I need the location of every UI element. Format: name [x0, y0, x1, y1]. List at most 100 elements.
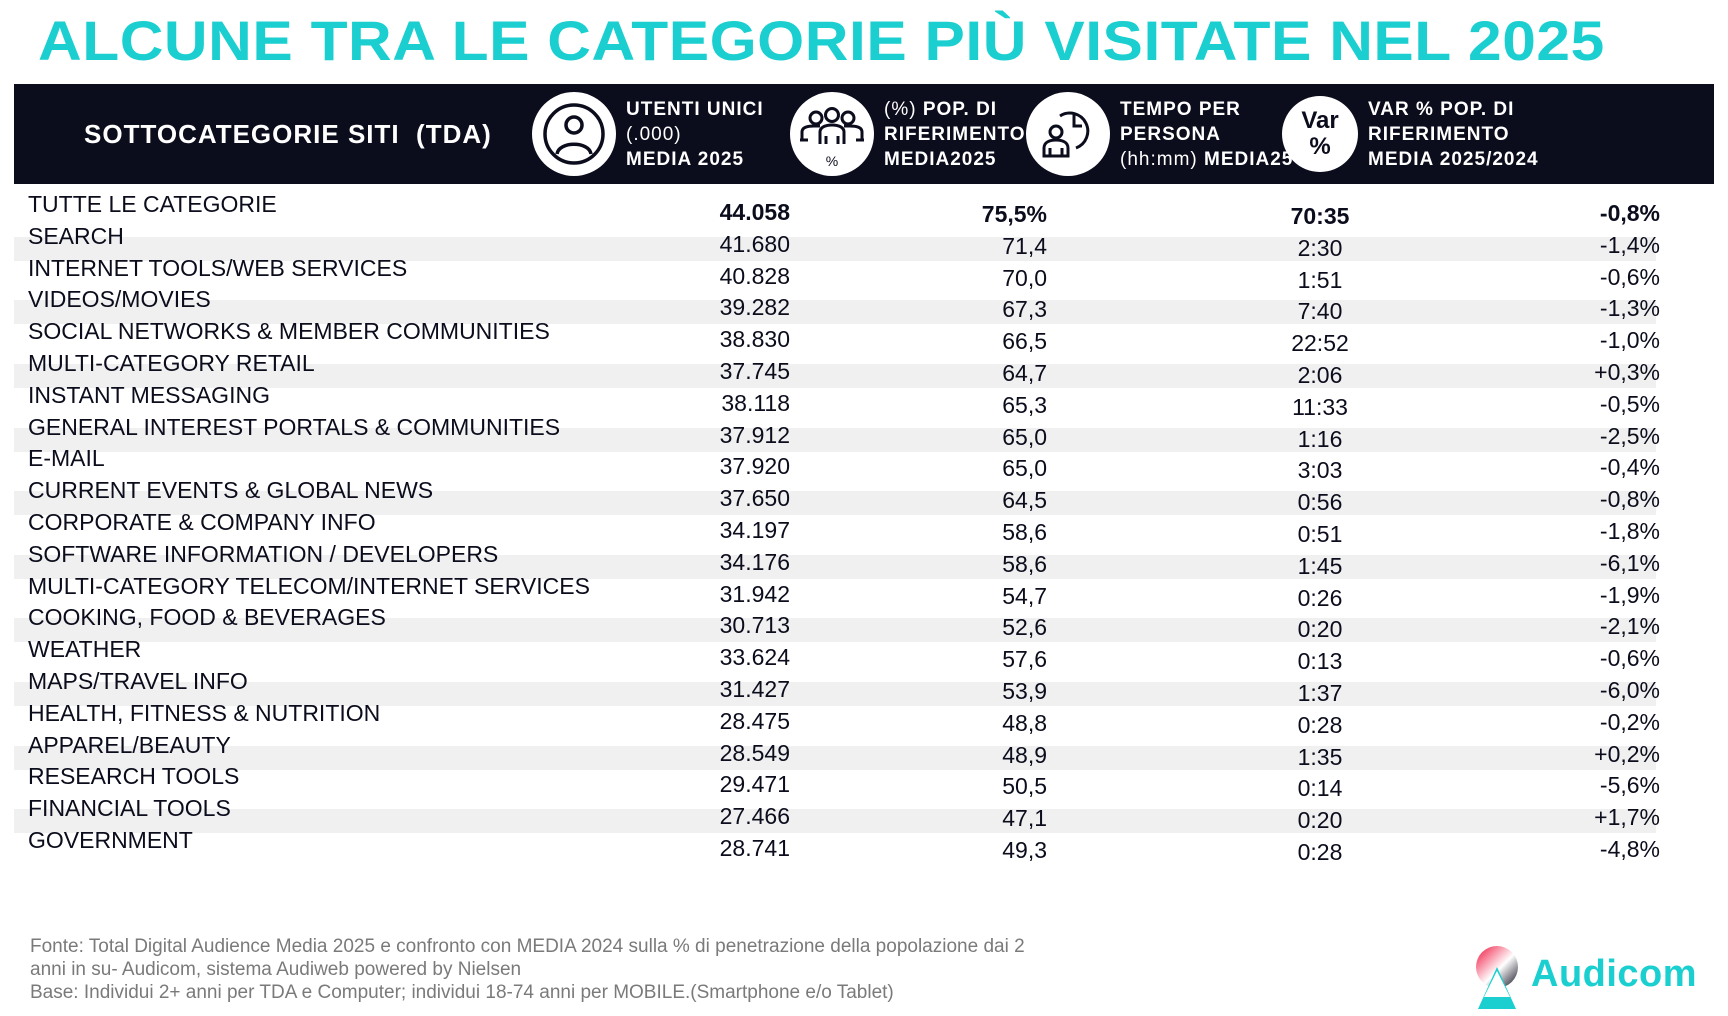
- unique-users-value: 37.912: [719, 421, 790, 448]
- table-row: SOFTWARE INFORMATION / DEVELOPERS 34.176 5…: [0, 540, 1728, 579]
- category-label: FINANCIAL TOOLS: [28, 795, 231, 822]
- unique-users-value: 37.745: [719, 358, 790, 384]
- var-pct-value: +1,7%: [1594, 804, 1660, 831]
- category-label: INTERNET TOOLS/WEB SERVICES: [28, 254, 408, 281]
- audicom-logo-text: Audicom: [1531, 953, 1698, 995]
- population-pct-value: 66,5: [1002, 328, 1047, 355]
- var-pct-value: -6,1%: [1599, 549, 1660, 576]
- time-per-person-value: 2:30: [1297, 234, 1343, 261]
- var-pct-value: -0,4%: [1599, 454, 1660, 481]
- category-label: APPAREL/BEAUTY: [28, 731, 231, 758]
- header-var-pct: Var % VAR % POP. DI RIFERIMENTO MEDIA 20…: [1282, 84, 1539, 184]
- time-per-person-value: 11:33: [1292, 393, 1348, 420]
- category-label: RESEARCH TOOLS: [28, 763, 240, 790]
- category-label: SOFTWARE INFORMATION / DEVELOPERS: [28, 540, 499, 567]
- category-label: INSTANT MESSAGING: [28, 381, 270, 408]
- table-row: GOVERNMENT 28.741 49,3 0:28 -4,8%: [0, 826, 1728, 865]
- header-time-per-person-label: TEMPO PER PERSONA (hh:mm) MEDIA25: [1120, 98, 1294, 170]
- row-stripe: [14, 236, 1656, 261]
- time-per-person-value: 1:16: [1297, 425, 1343, 452]
- table-row: CORPORATE & COMPANY INFO 34.197 58,6 0:51 -1…: [0, 508, 1728, 547]
- category-label: MULTI-CATEGORY RETAIL: [28, 350, 315, 376]
- category-label: E-MAIL: [28, 445, 105, 472]
- population-pct-value: 47,1: [1002, 805, 1047, 832]
- row-stripe: [14, 554, 1656, 579]
- time-per-person-value: 7:40: [1297, 298, 1343, 325]
- var-pct-value: -1,4%: [1599, 231, 1660, 258]
- unique-users-value: 38.830: [719, 326, 790, 353]
- time-per-person-value: 22:52: [1291, 330, 1349, 357]
- category-label: COOKING, FOOD & BEVERAGES: [28, 604, 386, 631]
- unique-users-value: 27.466: [719, 803, 790, 830]
- time-per-person-value: 0:51: [1297, 521, 1343, 547]
- row-stripe: [14, 491, 1656, 516]
- time-per-person-value: 0:28: [1297, 839, 1343, 865]
- unique-users-value: 31.427: [719, 676, 790, 702]
- time-per-person-value: 1:45: [1297, 552, 1343, 579]
- population-pct-value: 58,6: [1002, 519, 1047, 545]
- audicom-logo-icon: [1476, 946, 1518, 1009]
- row-stripe: [14, 427, 1656, 452]
- unique-users-value: 41.680: [719, 230, 790, 257]
- unique-users-value: 29.471: [719, 771, 790, 798]
- var-pct-value: -0,8%: [1599, 486, 1660, 513]
- var-pct-value: -1,9%: [1599, 581, 1660, 608]
- population-pct-value: 48,8: [1002, 709, 1047, 736]
- row-stripe: [14, 364, 1656, 388]
- population-pct-value: 65,0: [1002, 455, 1047, 482]
- row-stripe: [14, 809, 1656, 834]
- category-label: CURRENT EVENTS & GLOBAL NEWS: [28, 477, 434, 504]
- category-label: GOVERNMENT: [28, 827, 193, 853]
- source-line-2: anni in su- Audicom, sistema Audiweb pow…: [30, 959, 522, 980]
- unique-users-value: 31.942: [719, 580, 790, 607]
- table-row: FINANCIAL TOOLS 27.466 47,1 0:20 +1,7%: [0, 794, 1728, 833]
- time-per-person-value: 0:13: [1297, 648, 1343, 675]
- time-per-person-value: 0:26: [1297, 584, 1343, 611]
- table-row: CURRENT EVENTS & GLOBAL NEWS 37.650 64,5 0:…: [0, 476, 1728, 515]
- time-per-person-value: 3:03: [1297, 457, 1343, 484]
- population-pct-value: 67,3: [1002, 296, 1047, 323]
- table-row: INSTANT MESSAGING 38.118 65,3 11:33 -0,5%: [0, 381, 1728, 420]
- population-pct-value: 64,5: [1002, 487, 1047, 514]
- header-population-pct: % (%) POP. DI RIFERIMENTO MEDIA2025: [790, 84, 1026, 184]
- table-row: HEALTH, FITNESS & NUTRITION 28.475 48,8 0:2…: [0, 699, 1728, 738]
- unique-users-value: 39.282: [719, 294, 790, 321]
- var-pct-value: +0,3%: [1594, 359, 1660, 385]
- row-stripe: [14, 300, 1656, 325]
- unique-users-value: 34.176: [719, 548, 790, 575]
- unique-users-value: 30.713: [719, 612, 790, 639]
- time-per-person-value: 2:06: [1297, 362, 1343, 388]
- time-per-person-value: 0:14: [1297, 775, 1343, 802]
- table-row: WEATHER 33.624 57,6 0:13 -0,6%: [0, 635, 1728, 674]
- population-pct-value: 65,0: [1002, 423, 1047, 450]
- header-unique-users-label: UTENTI UNICI (.000) MEDIA 2025: [626, 98, 764, 170]
- population-pct-value: 75,5%: [981, 201, 1047, 227]
- header-subcategories: SOTTOCATEGORIE SITI (TDA): [84, 118, 492, 149]
- time-per-person-value: 0:20: [1297, 616, 1343, 643]
- var-pct-value: +0,2%: [1594, 740, 1660, 767]
- category-label: MULTI-CATEGORY TELECOM/INTERNET SERVICES: [28, 572, 590, 599]
- svg-text:%: %: [826, 153, 838, 169]
- category-label: GENERAL INTEREST PORTALS & COMMUNITIES: [28, 413, 561, 440]
- var-pct-value: -0,2%: [1599, 708, 1660, 735]
- table-row: MULTI-CATEGORY RETAIL 37.745 64,7 2:06 +0,3%: [0, 349, 1728, 388]
- var-pct-value: -2,1%: [1599, 613, 1660, 640]
- population-pct-value: 54,7: [1002, 582, 1047, 609]
- population-pct-value: 65,3: [1002, 391, 1047, 418]
- var-pct-value: -4,8%: [1599, 836, 1660, 862]
- category-label: HEALTH, FITNESS & NUTRITION: [28, 699, 381, 726]
- unique-users-value: 28.475: [719, 707, 790, 734]
- unique-users-value: 44.058: [719, 199, 790, 225]
- table-row: E-MAIL 37.920 65,0 3:03 -0,4%: [0, 444, 1728, 483]
- user-circle-icon: [532, 92, 616, 176]
- unique-users-value: 37.920: [719, 453, 790, 480]
- table-row: APPAREL/BEAUTY 28.549 48,9 1:35 +0,2%: [0, 731, 1728, 770]
- source-note: Fonte: Total Digital Audience Media 2025…: [30, 935, 1130, 1004]
- var-pct-value: -6,0%: [1599, 677, 1660, 703]
- source-line-3: Base: Individui 2+ anni per TDA e Comput…: [30, 982, 894, 1003]
- population-pct-value: 71,4: [1002, 232, 1047, 259]
- population-pct-value: 64,7: [1002, 360, 1047, 386]
- unique-users-value: 33.624: [719, 644, 790, 671]
- row-stripe: [14, 682, 1656, 706]
- var-pct-value: -1,0%: [1599, 327, 1660, 354]
